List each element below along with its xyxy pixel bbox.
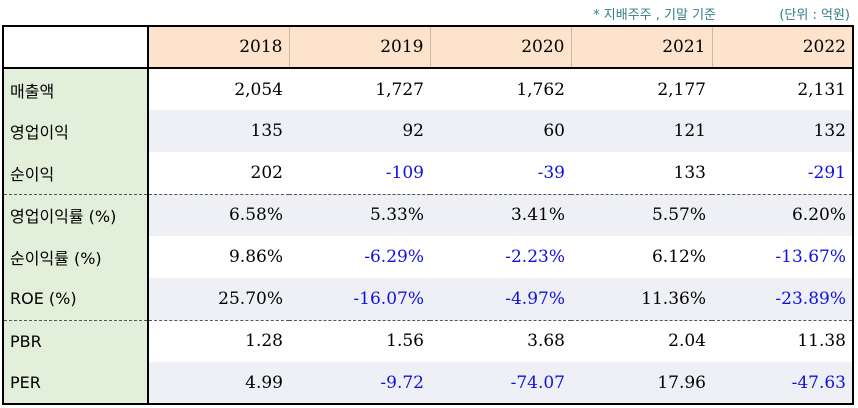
- table-cell: 92: [289, 110, 430, 152]
- table-cell: 1.56: [289, 319, 430, 362]
- year-header: 2018: [147, 25, 289, 69]
- table-cell: 2,177: [657, 79, 706, 100]
- table-cell: -291: [712, 152, 854, 194]
- table-row: 영업이익률 (%) 6.58% 5.33% 3.41% 5.57% 6.20%: [2, 193, 854, 236]
- table-cell: 17.96: [571, 362, 712, 405]
- row-label: PER: [2, 362, 149, 405]
- table-cell: 1,762: [516, 79, 565, 100]
- unit-note: (단위 : 억원): [779, 8, 850, 23]
- header-row: 2018 2019 2020 2021 2022: [2, 25, 854, 69]
- table-row: PER 4.99 -9.72 -74.07 17.96 -47.63: [2, 362, 854, 405]
- row-label: PBR: [2, 319, 149, 362]
- year-header: 2020: [429, 25, 571, 69]
- table-cell: 5.57%: [571, 193, 712, 236]
- table-cell: 6.20%: [712, 193, 854, 236]
- table-cell: 132: [712, 110, 854, 152]
- row-label: 매출액: [2, 68, 149, 110]
- table-cell: 1,727: [375, 79, 424, 100]
- table-cell: 202: [250, 162, 283, 183]
- table-cell: 121: [571, 110, 712, 152]
- table-row: 순이익률 (%) 9.86% -6.29% -2.23% 6.12% -13.6…: [2, 236, 854, 278]
- table-cell: -109: [385, 162, 424, 183]
- year-header: 2022: [711, 25, 854, 69]
- table-cell: -6.29%: [364, 247, 424, 267]
- table-cell: -74.07: [430, 362, 571, 405]
- table-cell: 5.33%: [289, 193, 430, 236]
- table-row: 매출액 2,054 1,727 1,762 2,177 2,131: [2, 68, 854, 110]
- table-cell: 3.68: [430, 319, 571, 362]
- year-header: 2019: [288, 25, 430, 69]
- row-label: ROE (%): [2, 278, 149, 320]
- row-label: 순이익률 (%): [2, 236, 149, 278]
- table-cell: 2,054: [234, 79, 283, 100]
- row-label: 순이익: [2, 152, 149, 194]
- table-row: 순이익 202 -109 -39 133 -291: [2, 152, 854, 194]
- table-cell: 11.38: [712, 319, 854, 362]
- basis-note: * 지배주주 , 기말 기준: [593, 8, 716, 23]
- table-cell: 1.28: [148, 319, 289, 362]
- year-header: 2021: [570, 25, 712, 69]
- table-cell: -13.67%: [712, 236, 854, 278]
- table-cell: -16.07%: [289, 278, 430, 320]
- table-cell: 6.58%: [148, 193, 289, 236]
- table-cell: -2.23%: [505, 247, 565, 267]
- table-cell: -9.72: [289, 362, 430, 405]
- table-cell: -47.63: [712, 362, 854, 405]
- table-cell: 2.04: [571, 319, 712, 362]
- table-cell: 135: [148, 110, 289, 152]
- table-cell: 11.36%: [571, 278, 712, 320]
- table-cell: 133: [673, 162, 706, 183]
- table-cell: 9.86%: [228, 247, 283, 267]
- table-cell: 4.99: [148, 362, 289, 405]
- table-cell: 6.12%: [651, 247, 706, 267]
- table-notes: * 지배주주 , 기말 기준 (단위 : 억원): [0, 4, 858, 24]
- table-cell: 2,131: [712, 68, 854, 110]
- table-cell: -4.97%: [430, 278, 571, 320]
- table-row: ROE (%) 25.70% -16.07% -4.97% 11.36% -23…: [2, 278, 854, 320]
- table-cell: -23.89%: [712, 278, 854, 320]
- table-cell: 3.41%: [430, 193, 571, 236]
- corner-cell: [2, 25, 149, 69]
- table-row: PBR 1.28 1.56 3.68 2.04 11.38: [2, 319, 854, 362]
- table-cell: 60: [430, 110, 571, 152]
- financial-table: 2018 2019 2020 2021 2022 매출액 2,054 1,727…: [2, 25, 854, 405]
- table-cell: 25.70%: [148, 278, 289, 320]
- row-label: 영업이익: [2, 110, 149, 152]
- row-label: 영업이익률 (%): [2, 193, 149, 236]
- table-cell: -39: [537, 162, 565, 183]
- table-row: 영업이익 135 92 60 121 132: [2, 110, 854, 152]
